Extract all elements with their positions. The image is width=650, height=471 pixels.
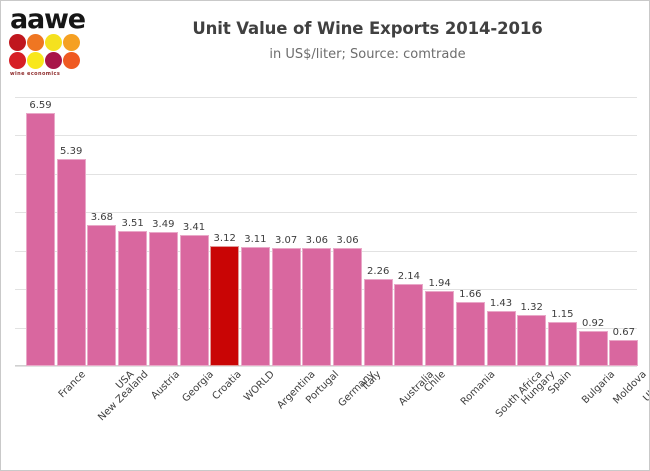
bar-slot: 3.07 [271,97,301,366]
bar-georgia[interactable] [148,231,178,366]
bar-world[interactable] [210,246,240,366]
gridline-0 [15,366,637,367]
bar-australia[interactable] [363,279,393,366]
bar-slot: 3.49 [148,97,178,366]
bar-slot: 3.68 [87,97,117,366]
bar-chile[interactable] [394,283,424,366]
bar-value-label: 1.32 [520,302,543,314]
bar-slot: 5.39 [56,97,86,366]
bar-value-label: 3.68 [90,211,114,223]
logo-dot-8 [63,52,80,69]
bar-slot: 2.26 [363,97,393,366]
aawe-logo: aawe wine economics [9,4,91,77]
x-label-georgia: Georgia [180,369,217,405]
bar-slot: 3.06 [302,97,332,366]
bar-slot: 3.11 [240,97,270,366]
bar-croatia[interactable] [179,234,209,366]
bar-value-label: 3.07 [274,235,298,247]
logo-dot-6 [27,52,44,69]
bar-slot: 0.67 [609,97,639,366]
bar-slot: 3.51 [118,97,148,366]
chart-title: Unit Value of Wine Exports 2014-2016 [192,19,543,38]
bar-value-label: 2.26 [367,266,390,278]
logo-dot-2 [27,34,44,51]
bar-slot: 1.32 [517,97,547,366]
bar-slot: 1.66 [455,97,485,366]
bar-usa[interactable] [87,224,117,366]
bar-austria[interactable] [118,231,148,366]
gridline-5 [15,173,637,175]
bar-series: 6.59 5.39 3.68 3.51 3.49 3.41 3.12 3.11 3.07 3.06… [26,97,639,366]
bar-value-label: 6.59 [29,99,52,111]
bar-hungary[interactable] [486,311,516,366]
gridline-4 [15,212,637,214]
logo-dot-1 [9,34,26,51]
bar-value-label: 3.06 [305,235,328,247]
bar-slot: 1.94 [425,97,455,366]
logo-dot-grid-icon [9,34,91,69]
bar-slot: 3.41 [179,97,209,366]
bar-romania[interactable] [425,291,455,366]
bar-bulgaria[interactable] [547,321,577,366]
bar-italy[interactable] [333,248,362,366]
bar-slot: 1.15 [547,97,577,366]
bar-south-africa[interactable] [455,302,485,366]
logo-dot-4 [63,34,80,51]
bar-argentina[interactable] [240,246,270,366]
bar-spain[interactable] [517,315,547,366]
x-label-france: France [56,369,88,401]
logo-dot-3 [45,34,62,51]
logo-tagline: wine economics [10,71,61,77]
plot-area: 6.59 5.39 3.68 3.51 3.49 3.41 3.12 3.11 3.07 3.06… [15,97,639,367]
bar-value-label: 3.11 [244,233,267,245]
x-axis-labels: France New Zealand USA Austria Georgia Croati… [26,369,649,464]
x-label-bulgaria: Bulgaria [580,369,618,407]
x-label-moldova: Moldova [611,369,649,407]
gridline-7 [15,97,637,98]
x-label-austria: Austria [148,369,182,402]
bar-new-zealand[interactable] [56,158,86,366]
logo-dot-5 [9,52,26,69]
bar-value-label: 0.67 [612,327,635,339]
bar-slot: 2.14 [394,97,424,366]
bar-value-label: 3.06 [336,235,359,247]
bar-value-label: 1.15 [551,308,574,320]
bar-value-label: 3.49 [152,218,175,230]
x-label-world: WORLD [241,369,277,404]
x-label-romania: Romania [458,369,498,408]
logo-dot-7 [45,52,62,69]
bar-value-label: 3.41 [182,221,206,233]
bar-ukraine[interactable] [609,340,639,366]
bar-value-label: 3.12 [213,233,236,245]
bar-moldova[interactable] [578,330,608,366]
logo-wordmark: aawe [10,4,86,35]
bar-value-label: 1.94 [428,278,451,290]
bar-france[interactable] [26,112,55,366]
bar-value-label: 0.92 [581,317,605,329]
bar-slot: 3.12 [210,97,240,366]
bar-value-label: 5.39 [60,145,83,157]
bar-slot: 6.59 [26,97,55,366]
bar-slot: 3.06 [333,97,362,366]
bar-value-label: 1.43 [489,298,513,310]
bar-germany[interactable] [302,248,332,366]
chart-subtitle: in US$/liter; Source: comtrade [269,47,466,62]
bar-slot: 0.92 [578,97,608,366]
bar-value-label: 1.66 [459,289,482,301]
bar-slot: 1.43 [486,97,516,366]
bar-value-label: 3.51 [121,218,144,230]
gridline-6 [15,135,637,137]
bar-portugal[interactable] [271,248,301,366]
x-label-croatia: Croatia [210,369,244,403]
bar-value-label: 2.14 [397,270,421,282]
